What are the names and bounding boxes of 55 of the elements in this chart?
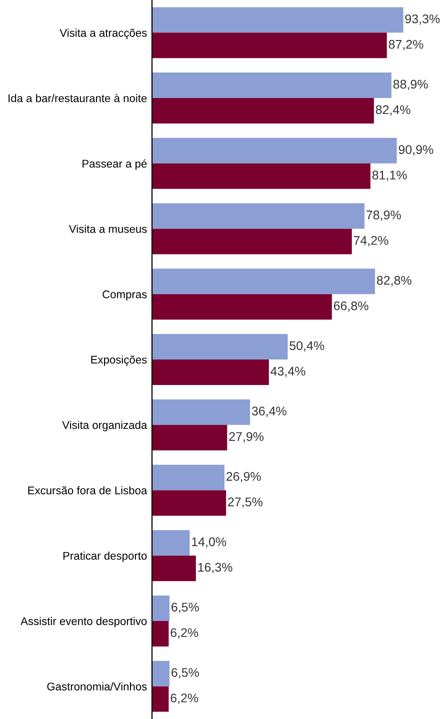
bar <box>152 268 376 294</box>
bar <box>152 228 352 254</box>
bar <box>152 490 226 516</box>
y-tick-label: Exposições <box>91 355 147 366</box>
data-label: 26,9% <box>226 472 261 482</box>
y-tick-label: Praticar desporto <box>63 552 147 562</box>
data-label: 27,9% <box>229 432 264 442</box>
data-label: 88,9% <box>393 80 428 90</box>
bar <box>152 686 169 712</box>
data-label: 6,5% <box>172 602 199 614</box>
bar <box>152 399 250 425</box>
bar <box>152 620 169 646</box>
bar <box>152 294 332 320</box>
data-label: 43,4% <box>270 366 306 378</box>
data-label: 50,4% <box>290 341 324 352</box>
y-tick-label: Excursão fora de Lisboa <box>28 486 148 494</box>
data-label: 66,8% <box>334 301 368 312</box>
bar <box>152 72 392 98</box>
bar <box>152 464 224 490</box>
bar <box>152 98 374 124</box>
bar <box>152 530 190 556</box>
data-label: 36,4% <box>252 406 286 417</box>
data-label: 16,3% <box>198 562 232 574</box>
bar <box>152 138 397 164</box>
data-label: 93,3% <box>405 14 440 25</box>
bar <box>152 595 170 621</box>
bar <box>152 334 288 360</box>
bar <box>152 360 269 385</box>
y-tick-label: Visita organizada <box>62 420 148 432</box>
y-tick-label: Ida a bar/restaurante à noite <box>8 94 147 102</box>
bar <box>152 660 170 686</box>
y-tick-label: Visita a atracções <box>60 28 147 40</box>
data-label: 90,9% <box>398 145 434 156</box>
data-label: 82,4% <box>376 105 410 116</box>
data-label: 78,9% <box>366 210 401 221</box>
bar <box>152 163 370 189</box>
y-tick-label: Compras <box>102 290 147 300</box>
data-label: 82,8% <box>376 276 412 286</box>
bar <box>152 424 228 450</box>
bar <box>152 7 404 33</box>
data-label: 81,1% <box>372 170 407 181</box>
data-label: 6,2% <box>170 694 198 704</box>
data-label: 87,2% <box>388 40 424 50</box>
data-label: 6,2% <box>170 628 198 639</box>
y-tick-label: Assistir evento desportivo <box>20 616 147 628</box>
bar <box>152 32 387 58</box>
y-tick-label: Passear a pé <box>82 159 147 170</box>
y-tick-label: Gastronomia/Vinhos <box>47 682 147 690</box>
data-label: 27,5% <box>228 497 262 508</box>
bar <box>152 203 364 229</box>
data-label: 14,0% <box>192 537 226 548</box>
data-label: 74,2% <box>354 236 388 246</box>
data-label: 6,5% <box>172 668 199 678</box>
y-tick-label: Visita a museus <box>68 224 147 233</box>
bar <box>152 556 196 582</box>
